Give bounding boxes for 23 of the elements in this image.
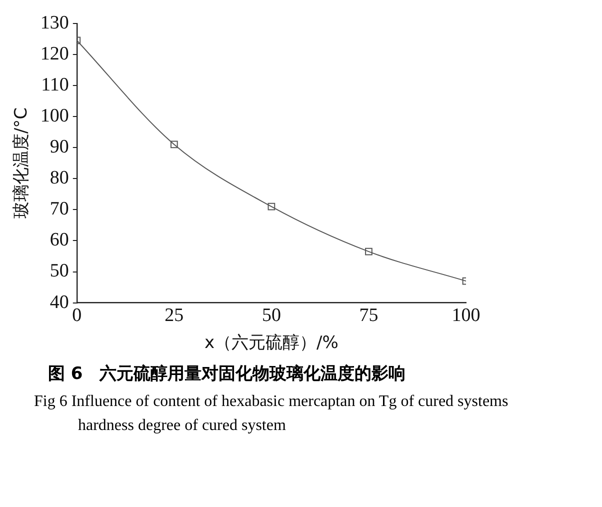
y-axis-title: 玻璃化温度/°C [12, 108, 32, 219]
point [268, 202, 276, 210]
x-tick-label: 0 [72, 305, 82, 326]
y-tick-label: 70 [50, 198, 69, 220]
caption: 图 6 六元硫醇用量对固化物玻璃化温度的影响 [47, 363, 407, 385]
y-tick-label: 90 [50, 136, 69, 158]
y-tick-label: 100 [40, 106, 69, 127]
y-tick-label: 110 [41, 74, 69, 96]
y-tick-label: 130 [40, 12, 69, 34]
point [170, 140, 178, 148]
y-tick-label: 80 [50, 168, 69, 189]
x-tick-label: 25 [164, 305, 184, 326]
y-tick-label: 50 [50, 260, 69, 282]
x-tick-label: 75 [359, 305, 378, 326]
x-axis-title: x（六元硫醇）/% [204, 333, 338, 354]
caption: Fig 6 Influence of content of hexabasic mercaptan on Tg of cured systems [33, 393, 510, 411]
text: hardness degree of cured system [77, 417, 287, 435]
point [365, 248, 372, 256]
y-tick-label: 120 [40, 43, 69, 64]
x-tick-label: 50 [262, 305, 281, 326]
y-tick-label: 40 [50, 292, 69, 313]
x-tick-label: 100 [452, 305, 480, 326]
y-tick-label: 60 [50, 230, 69, 251]
